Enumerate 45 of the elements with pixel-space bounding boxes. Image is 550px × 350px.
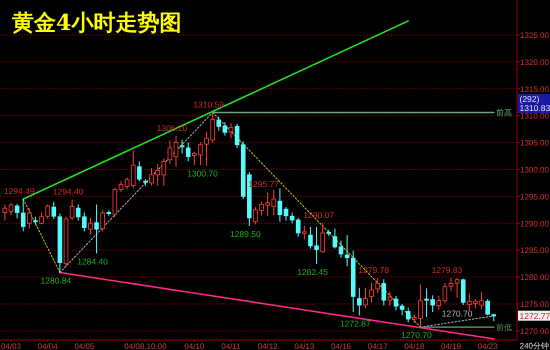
annotation: 1279.83 [432, 264, 463, 275]
series-label: 1270.70 [442, 308, 473, 319]
x-tick-label: 04/10 [184, 342, 205, 350]
annotation: 1294.40 [52, 186, 84, 197]
y-tick-label: 1285.00 [520, 246, 550, 256]
x-tick-label: 04/13 [294, 342, 315, 350]
x-tick-label: 04/18 [404, 342, 425, 350]
x-tick-label: 04/17 [368, 342, 388, 350]
x-tick-label: 04/11 [221, 342, 242, 350]
annotation: 1289.50 [230, 228, 261, 239]
x-tick-label: 04/12 [258, 342, 278, 350]
annotation: 1279.78 [358, 265, 390, 276]
series-label: 前高 [496, 108, 512, 118]
x-tick-label: 04/03 [0, 342, 22, 350]
y-tick-label: 1270.00 [520, 326, 550, 336]
price-box: 1272.77 [518, 310, 550, 321]
y-tick-label: 1315.00 [520, 84, 550, 94]
annotation: 1282.45 [297, 266, 328, 277]
x-tick-label: 04/16 [330, 342, 352, 350]
x-tick-label: 04/05 [74, 342, 95, 350]
annotation: 1300.70 [187, 168, 218, 179]
annotation: 1290.07 [303, 210, 334, 220]
y-tick-label: 1310.00 [520, 112, 550, 121]
annotation: 1310.59 [193, 99, 224, 110]
annotation: 1294.49 [4, 186, 35, 196]
annotation: 1280.84 [40, 276, 72, 286]
x-tick-label: 04/08,10:00 [124, 342, 168, 350]
x-tick-label: 04/23 [478, 342, 498, 350]
price-box: (292) 1310.83 [518, 94, 550, 114]
y-tick-label: 1305.00 [520, 138, 550, 148]
y-tick-label: 1325.00 [520, 30, 550, 40]
annotation: 1270.70 [401, 330, 432, 340]
y-tick-label: 1290.00 [520, 219, 550, 228]
x-tick-label: 04/19 [440, 342, 462, 350]
y-tick-label: 1280.00 [520, 273, 550, 282]
annotation: 1284.40 [77, 256, 108, 266]
y-tick-label: 1300.00 [520, 165, 550, 174]
series-label: 前低 [496, 323, 512, 332]
y-tick-label: 1320.00 [520, 58, 550, 67]
text: 240分钟 [520, 342, 549, 350]
y-tick-label: 1295.00 [520, 192, 550, 202]
text: 黄金4小时走势图 [11, 10, 182, 36]
annotation: 1272.87 [340, 318, 371, 328]
y-tick-label: 1275.00 [520, 300, 550, 309]
x-tick-label: 04/04 [38, 342, 58, 350]
